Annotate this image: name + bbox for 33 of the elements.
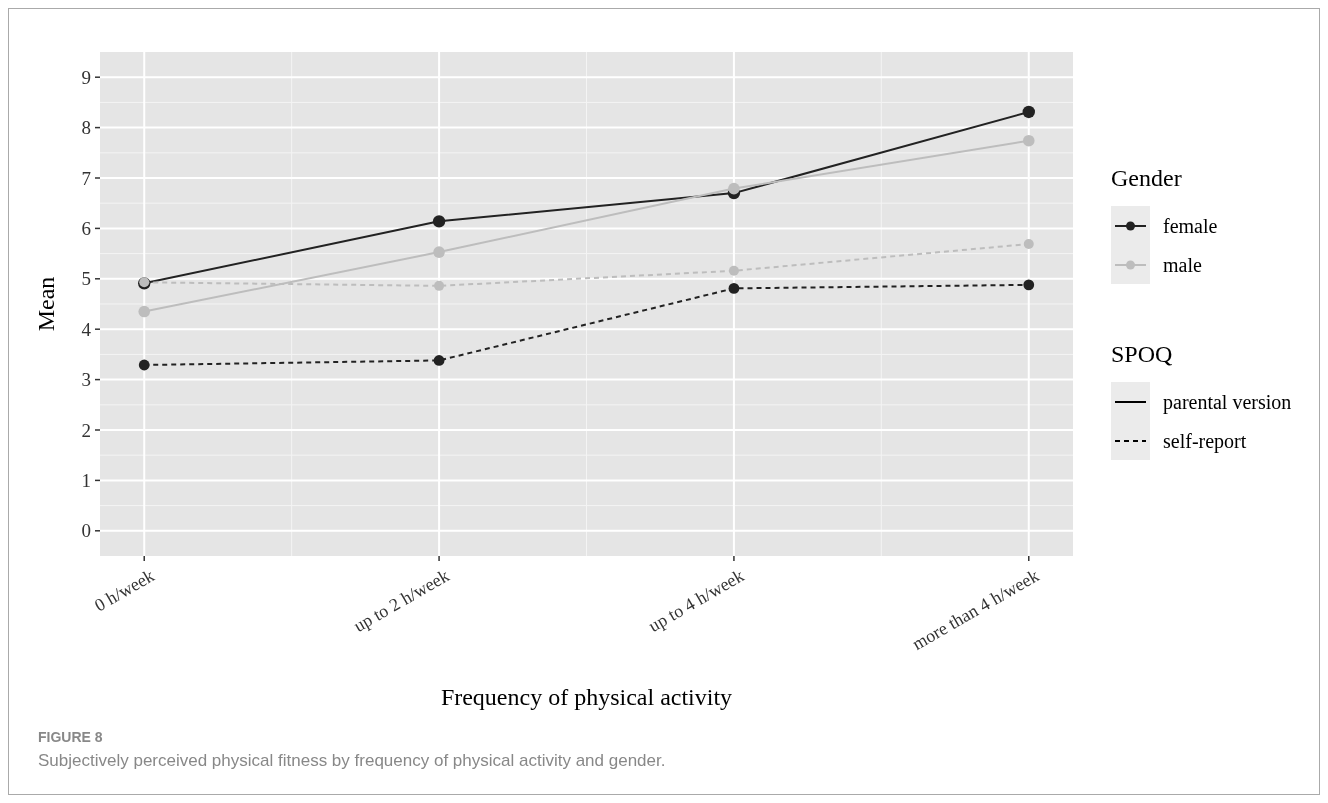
text: parental version xyxy=(1163,391,1292,414)
text: Gender xyxy=(1111,165,1182,191)
text: Subjectively perceived physical fitness by frequency of physical activity and gender. xyxy=(38,751,666,770)
point xyxy=(1023,239,1034,250)
y-tick-label: 9 xyxy=(81,66,91,88)
point xyxy=(728,265,739,276)
text: SPOQ xyxy=(1111,341,1173,367)
point xyxy=(433,246,445,258)
point xyxy=(433,355,445,366)
point xyxy=(1022,105,1035,119)
y-axis-title: Mean xyxy=(33,276,59,332)
point xyxy=(432,215,446,228)
point xyxy=(138,359,150,371)
point xyxy=(1023,279,1035,291)
point xyxy=(1022,134,1035,147)
text: self-report xyxy=(1163,430,1247,453)
caption: FIGURE 8 xyxy=(38,729,103,745)
y-tick-label: 0 xyxy=(81,520,91,542)
y-tick-label: 1 xyxy=(81,470,91,492)
point xyxy=(138,305,151,318)
y-tick-label: 7 xyxy=(81,167,91,189)
y-tick-label: 6 xyxy=(81,218,91,240)
y-tick-label: 5 xyxy=(81,268,91,290)
x-axis-title: Frequency of physical activity xyxy=(440,684,733,710)
point xyxy=(434,280,445,291)
y-tick-label: 4 xyxy=(81,318,92,340)
point xyxy=(728,182,740,195)
point xyxy=(728,282,740,294)
y-tick-label: 3 xyxy=(81,369,91,391)
y-tick-label: 8 xyxy=(81,117,91,139)
legend-label: male xyxy=(1163,254,1202,276)
y-tick-label: 2 xyxy=(81,419,91,441)
legend-label: female xyxy=(1163,215,1218,237)
